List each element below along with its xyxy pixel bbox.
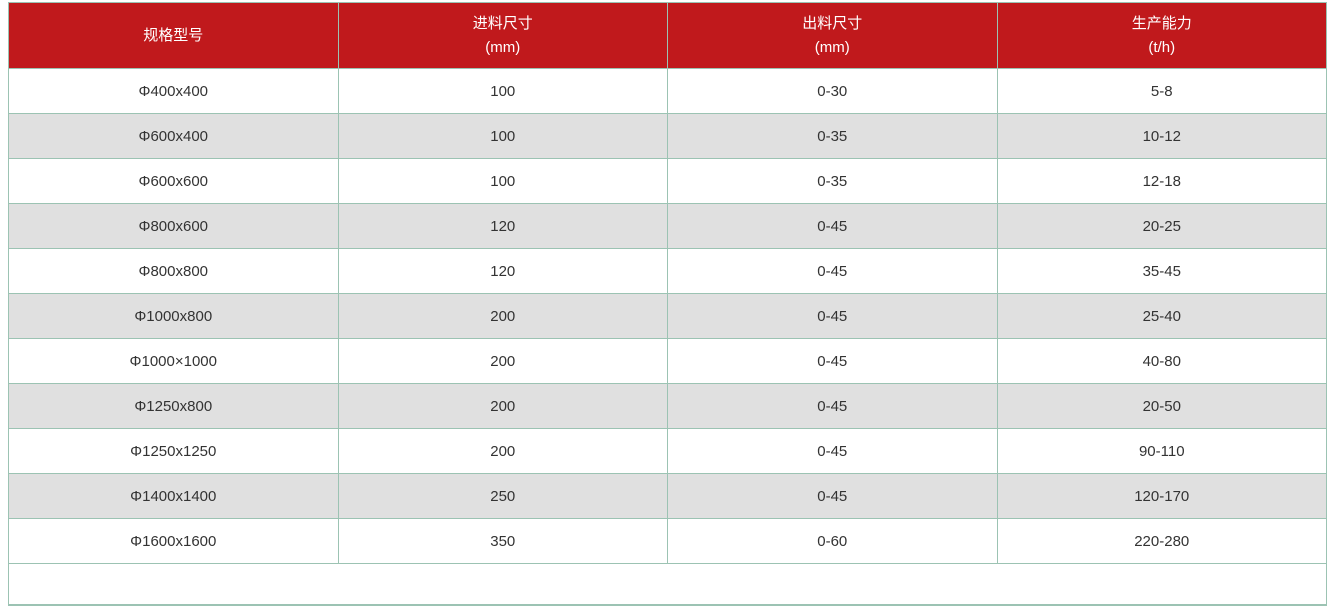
table-cell: Φ600x400 [8, 113, 339, 159]
table-cell: 20-50 [996, 383, 1327, 429]
table-row: Φ1600x1600 350 0-60 220-280 [8, 518, 1327, 564]
header-unit: (mm) [485, 38, 521, 56]
header-unit: (t/h) [1148, 38, 1176, 56]
table-cell: Φ1250x1250 [8, 428, 339, 474]
table-cell: 10-12 [996, 113, 1327, 159]
table-row: Φ1250x800 200 0-45 20-50 [8, 383, 1327, 429]
table-row: Φ1400x1400 250 0-45 120-170 [8, 473, 1327, 519]
empty-footer-cell [8, 563, 1327, 606]
table-cell: 200 [337, 383, 668, 429]
table-footer-row [8, 563, 1327, 606]
header-label: 生产能力 [1131, 14, 1192, 32]
table-cell: 90-110 [996, 428, 1327, 474]
table-cell: 0-45 [667, 383, 998, 429]
table-cell: 0-60 [667, 518, 998, 564]
header-cell-model: 规格型号 [8, 2, 339, 69]
table-row: Φ800x600 120 0-45 20-25 [8, 203, 1327, 249]
table-footer [8, 563, 1327, 606]
table-cell: 100 [337, 113, 668, 159]
table-cell: 120 [337, 248, 668, 294]
table-cell: 0-45 [667, 428, 998, 474]
table-body: Φ400x400 100 0-30 5-8 Φ600x400 100 0-35 10-12 Φ6… [8, 68, 1327, 564]
table-cell: 220-280 [996, 518, 1327, 564]
header-cell-feed-size: 进料尺寸 (mm) [337, 2, 668, 69]
specification-table: 规格型号 进料尺寸 (mm) 出料尺寸 (mm) 生产能力 (t/h) Φ400… [8, 2, 1327, 606]
table-cell: Φ1000x800 [8, 293, 339, 339]
table-cell: 35-45 [996, 248, 1327, 294]
header-label: 出料尺寸 [802, 14, 863, 32]
table-cell: 5-8 [996, 68, 1327, 114]
table-cell: 120-170 [996, 473, 1327, 519]
table-header-row: 规格型号 进料尺寸 (mm) 出料尺寸 (mm) 生产能力 (t/h) [8, 2, 1327, 69]
header-cell-capacity: 生产能力 (t/h) [996, 2, 1327, 69]
table-cell: 100 [337, 68, 668, 114]
table-cell: 0-45 [667, 293, 998, 339]
header-cell-discharge-size: 出料尺寸 (mm) [667, 2, 998, 69]
table-cell: 12-18 [996, 158, 1327, 204]
table-row: Φ1000×1000 200 0-45 40-80 [8, 338, 1327, 384]
table-cell: 0-45 [667, 338, 998, 384]
table-cell: 200 [337, 428, 668, 474]
table-cell: Φ800x600 [8, 203, 339, 249]
table-header: 规格型号 进料尺寸 (mm) 出料尺寸 (mm) 生产能力 (t/h) [8, 2, 1327, 69]
table-cell: 200 [337, 338, 668, 384]
table-cell: Φ1400x1400 [8, 473, 339, 519]
table-row: Φ800x800 120 0-45 35-45 [8, 248, 1327, 294]
table-cell: 350 [337, 518, 668, 564]
header-label: 规格型号 [143, 26, 204, 44]
table-cell: 0-45 [667, 248, 998, 294]
table-row: Φ600x400 100 0-35 10-12 [8, 113, 1327, 159]
table-row: Φ400x400 100 0-30 5-8 [8, 68, 1327, 114]
table-cell: 40-80 [996, 338, 1327, 384]
table-row: Φ1000x800 200 0-45 25-40 [8, 293, 1327, 339]
table-cell: Φ1600x1600 [8, 518, 339, 564]
table-cell: 0-35 [667, 113, 998, 159]
table-cell: 20-25 [996, 203, 1327, 249]
table-cell: Φ1250x800 [8, 383, 339, 429]
table-cell: Φ600x600 [8, 158, 339, 204]
table-cell: 0-45 [667, 203, 998, 249]
table-row: Φ600x600 100 0-35 12-18 [8, 158, 1327, 204]
table-cell: 100 [337, 158, 668, 204]
table-cell: 25-40 [996, 293, 1327, 339]
table-cell: 200 [337, 293, 668, 339]
table-row: Φ1250x1250 200 0-45 90-110 [8, 428, 1327, 474]
table-cell: Φ1000×1000 [8, 338, 339, 384]
table-cell: 250 [337, 473, 668, 519]
table-cell: 0-35 [667, 158, 998, 204]
header-unit: (mm) [814, 38, 850, 56]
header-label: 进料尺寸 [472, 14, 533, 32]
table-cell: 120 [337, 203, 668, 249]
table-cell: 0-45 [667, 473, 998, 519]
table-cell: 0-30 [667, 68, 998, 114]
table-cell: Φ800x800 [8, 248, 339, 294]
table-cell: Φ400x400 [8, 68, 339, 114]
